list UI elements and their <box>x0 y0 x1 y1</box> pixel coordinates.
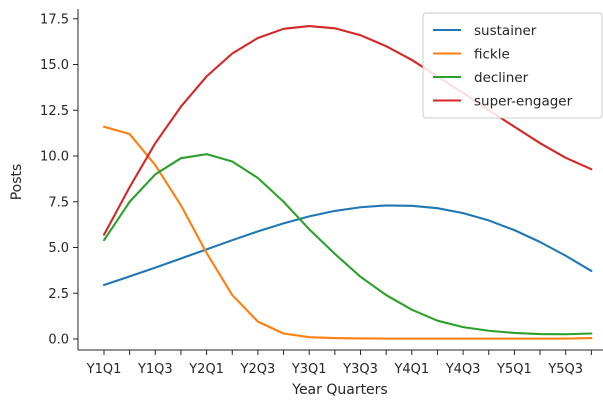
series-line-fickle <box>102 125 593 340</box>
x-tick-label: Y3Q1 <box>291 362 327 377</box>
legend-box <box>422 12 603 119</box>
legend-label-sustainer: sustainer <box>474 23 537 39</box>
y-tick-label: 10.0 <box>40 150 69 165</box>
series-line-super-engager <box>102 25 593 236</box>
x-tick-label: Y2Q3 <box>240 362 276 377</box>
y-axis-ticks: 0.0 2.5 5.0 7.5 10.0 12.5 15.0 17.5 <box>40 12 78 348</box>
x-tick-label: Y3Q3 <box>342 362 378 377</box>
y-axis-label: Posts <box>9 164 25 201</box>
x-axis-ticks: Y1Q1 Y1Q3 Y2Q1 Y2Q3 Y3Q1 Y3Q3 Y4Q1 Y4Q3 Y5Q1 Y5Q3 <box>86 350 592 377</box>
y-tick-label: 15.0 <box>40 58 69 73</box>
x-tick-label: Y1Q3 <box>137 362 173 377</box>
x-tick-label: Y4Q1 <box>393 362 429 377</box>
legend-label-fickle: fickle <box>474 47 510 63</box>
legend: sustainer fickle decliner super-engager <box>422 12 603 119</box>
x-tick-label: Y5Q3 <box>547 362 583 377</box>
series-line-decliner <box>102 153 593 336</box>
x-axis-label: Year Quarters <box>291 382 387 398</box>
x-tick-label: Y5Q1 <box>496 362 532 377</box>
y-tick-label: 17.5 <box>40 12 69 27</box>
legend-label-super-engager: super-engager <box>474 94 573 110</box>
legend-label-decliner: decliner <box>474 70 529 86</box>
x-tick-label: Y4Q3 <box>445 362 481 377</box>
y-tick-label: 2.5 <box>48 287 69 302</box>
y-tick-label: 5.0 <box>48 241 69 256</box>
series-line-sustainer <box>102 204 593 287</box>
y-tick-label: 0.0 <box>48 333 69 348</box>
x-tick-label: Y2Q1 <box>188 362 224 377</box>
plot-area <box>102 25 593 340</box>
y-tick-label: 7.5 <box>48 195 69 210</box>
x-tick-label: Y1Q1 <box>86 362 122 377</box>
y-tick-label: 12.5 <box>40 104 69 119</box>
